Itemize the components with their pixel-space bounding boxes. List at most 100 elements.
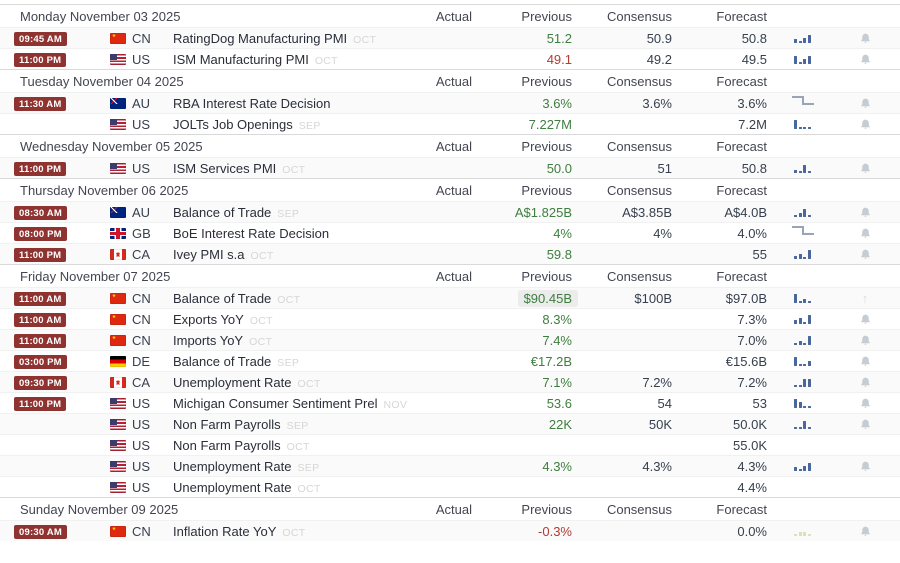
bell-icon[interactable] xyxy=(859,53,872,66)
event-row[interactable]: 09:30 AM CN Inflation Rate YoY OCT -0.3% … xyxy=(0,520,900,541)
event-row[interactable]: 11:00 PM US Michigan Consumer Sentiment … xyxy=(0,392,900,413)
day-date-label: Sunday November 09 2025 xyxy=(20,501,179,517)
event-row[interactable]: US Non Farm Payrolls OCT 55.0K xyxy=(0,434,900,455)
chart-bar xyxy=(794,534,798,536)
alert-cell[interactable] xyxy=(830,53,900,66)
event-row[interactable]: 09:45 AM CN RatingDog Manufacturing PMI O… xyxy=(0,27,900,48)
event-row[interactable]: 08:30 AM AU Balance of Trade SEP A$1.825B… xyxy=(0,201,900,222)
event-row[interactable]: 11:00 PM US ISM Manufacturing PMI OCT 49.… xyxy=(0,48,900,69)
bell-icon[interactable] xyxy=(859,334,872,347)
event-row[interactable]: 11:00 PM CA Ivey PMI s.a OCT 59.8 55 xyxy=(0,243,900,264)
event-name-label: Non Farm Payrolls xyxy=(173,416,281,432)
mini-chart-icon[interactable] xyxy=(775,396,830,410)
alert-cell[interactable] xyxy=(830,355,900,368)
event-name-cell: Michigan Consumer Sentiment Prel NOV xyxy=(165,396,410,411)
bell-icon[interactable] xyxy=(859,248,872,261)
alert-cell[interactable] xyxy=(830,32,900,45)
mini-chart-icon[interactable] xyxy=(775,247,830,261)
event-row[interactable]: 11:00 PM US ISM Services PMI OCT 50.0 51 … xyxy=(0,157,900,178)
alert-cell[interactable] xyxy=(830,525,900,538)
alert-cell[interactable] xyxy=(830,313,900,326)
chart-bar xyxy=(794,294,798,303)
country-flag-icon xyxy=(110,418,126,430)
event-time-cell: 11:00 AM xyxy=(0,331,95,349)
arrow-up-icon[interactable]: ↑ xyxy=(861,290,869,306)
forecast-value: 55.0K xyxy=(733,437,767,453)
bell-icon[interactable] xyxy=(859,227,872,240)
mini-chart-icon[interactable] xyxy=(775,312,830,326)
alert-cell[interactable] xyxy=(830,206,900,219)
alert-cell[interactable] xyxy=(830,118,900,131)
mini-chart-icon[interactable] xyxy=(775,52,830,66)
time-badge: 11:00 PM xyxy=(14,397,67,411)
previous-value: -0.3% xyxy=(538,523,572,539)
alert-cell[interactable] xyxy=(830,460,900,473)
mini-chart-icon[interactable] xyxy=(775,375,830,389)
previous-value: $90.45B xyxy=(480,289,580,307)
bell-icon[interactable] xyxy=(859,162,872,175)
event-row[interactable]: 11:30 AM AU RBA Interest Rate Decision 3… xyxy=(0,92,900,113)
bell-icon[interactable] xyxy=(859,32,872,45)
step-line-chart-icon[interactable] xyxy=(775,96,830,110)
alert-cell[interactable] xyxy=(830,248,900,261)
country-code-label: CN xyxy=(132,311,151,327)
column-header-actual: Actual xyxy=(435,73,472,89)
bell-icon[interactable] xyxy=(859,460,872,473)
mini-chart-icon[interactable] xyxy=(775,205,830,219)
event-row[interactable]: 09:30 PM CA Unemployment Rate OCT 7.1% 7.… xyxy=(0,371,900,392)
previous-value: 50.0 xyxy=(546,160,572,176)
event-name-cell: JOLTs Job Openings SEP xyxy=(165,117,410,132)
chart-bar xyxy=(798,171,802,173)
chart-bar xyxy=(794,467,798,471)
bell-icon[interactable] xyxy=(859,118,872,131)
column-header-previous: Previous xyxy=(521,501,572,517)
event-time-cell: 11:00 PM xyxy=(0,394,95,412)
mini-chart-icon[interactable] xyxy=(775,354,830,368)
event-country-cell: DE xyxy=(95,354,165,369)
day-section-header: Tuesday November 04 2025 Actual Previous… xyxy=(0,69,900,92)
chart-bar xyxy=(798,341,802,345)
event-row[interactable]: US JOLTs Job Openings SEP 7.227M 7.2M xyxy=(0,113,900,134)
bell-icon[interactable] xyxy=(859,206,872,219)
mini-chart-icon[interactable] xyxy=(775,524,830,538)
forecast-value: 50.0K xyxy=(733,416,767,432)
event-row[interactable]: US Unemployment Rate SEP 4.3% 4.3% 4.3% xyxy=(0,455,900,476)
chart-bar xyxy=(798,385,802,387)
chart-bar xyxy=(807,301,811,303)
mini-chart-icon[interactable] xyxy=(775,161,830,175)
event-row[interactable]: 03:00 PM DE Balance of Trade SEP €17.2B €… xyxy=(0,350,900,371)
event-row[interactable]: 11:00 AM CN Balance of Trade OCT $90.45B … xyxy=(0,287,900,308)
bell-icon[interactable] xyxy=(859,313,872,326)
bell-icon[interactable] xyxy=(859,355,872,368)
event-row[interactable]: 11:00 AM CN Exports YoY OCT 8.3% 7.3% xyxy=(0,308,900,329)
event-row[interactable]: 08:00 PM GB BoE Interest Rate Decision 4… xyxy=(0,222,900,243)
event-name-label: BoE Interest Rate Decision xyxy=(173,225,330,241)
bell-icon[interactable] xyxy=(859,418,872,431)
event-time-cell: 08:30 AM xyxy=(0,203,95,221)
step-line-chart-icon[interactable] xyxy=(775,226,830,240)
alert-cell[interactable] xyxy=(830,376,900,389)
alert-cell[interactable] xyxy=(830,162,900,175)
event-row[interactable]: US Unemployment Rate OCT 4.4% xyxy=(0,476,900,497)
mini-chart-icon[interactable] xyxy=(775,31,830,45)
alert-cell[interactable] xyxy=(830,227,900,240)
alert-cell[interactable] xyxy=(830,397,900,410)
alert-cell[interactable] xyxy=(830,334,900,347)
bell-icon[interactable] xyxy=(859,397,872,410)
event-row[interactable]: 11:00 AM CN Imports YoY OCT 7.4% 7.0% xyxy=(0,329,900,350)
mini-chart-icon[interactable] xyxy=(775,459,830,473)
alert-cell[interactable] xyxy=(830,418,900,431)
bell-icon[interactable] xyxy=(859,97,872,110)
event-row[interactable]: US Non Farm Payrolls SEP 22K 50K 50.0K xyxy=(0,413,900,434)
alert-cell[interactable] xyxy=(830,97,900,110)
bell-icon[interactable] xyxy=(859,376,872,389)
mini-chart-icon[interactable] xyxy=(775,117,830,131)
country-code-label: AU xyxy=(132,204,151,220)
mini-chart-icon[interactable] xyxy=(775,417,830,431)
event-name-cell: Balance of Trade OCT xyxy=(165,291,410,306)
chart-bar xyxy=(794,120,798,129)
mini-chart-icon[interactable] xyxy=(775,333,830,347)
alert-cell[interactable]: ↑ xyxy=(830,292,900,305)
bell-icon[interactable] xyxy=(859,525,872,538)
mini-chart-icon[interactable] xyxy=(775,291,830,305)
